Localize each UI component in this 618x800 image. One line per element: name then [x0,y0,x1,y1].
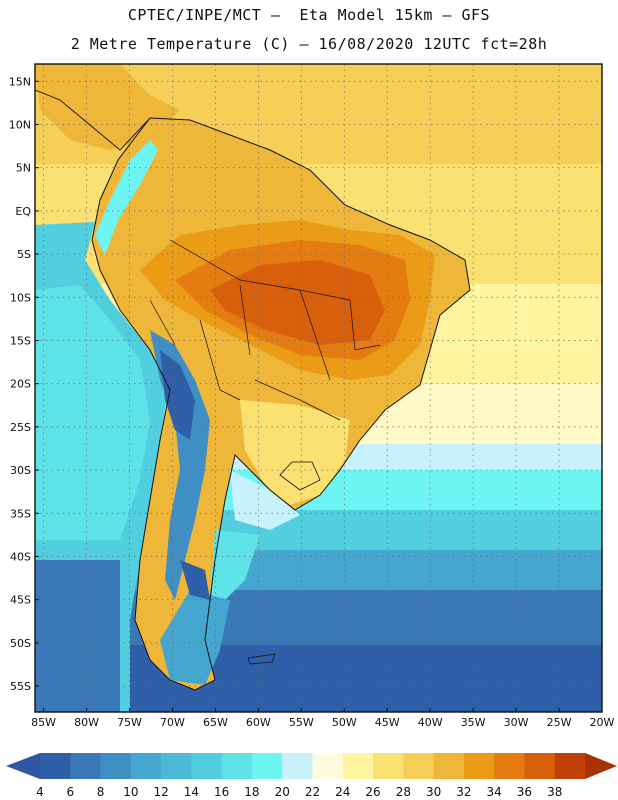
colorbar-swatch [554,753,586,779]
southern-brazil-region [240,400,350,505]
andes-patagonia [180,560,210,600]
lon-tick-label: 30W [504,716,529,729]
lon-tick-label: 35W [461,716,486,729]
longitude-labels: 85W 80W 75W 70W 65W 60W 55W 50W 45W 40W 35W 30W 25W 2… [31,708,615,729]
colorbar-level-label: 12 [153,785,168,799]
colorbar-level-label: 38 [547,785,562,799]
temperature-field [35,64,602,712]
lon-tick-label: 45W [375,716,400,729]
lat-tick-label: 35S [10,507,31,520]
chart-title-line2: 2 Metre Temperature (C) – 16/08/2020 12U… [70,35,548,53]
lat-tick-label: 55S [10,680,31,693]
falkland-islands [247,653,276,665]
colorbar-swatch [161,753,192,779]
colorbar-level-label: 10 [123,785,138,799]
colorbar-swatch [342,753,374,779]
colorbar-low-arrow [6,753,40,779]
colorbar-swatch [130,753,162,779]
colorbar-level-label: 32 [456,785,471,799]
colorbar-level-label: 14 [184,785,199,799]
lon-tick-label: 80W [74,716,99,729]
colorbar-level-label: 16 [214,785,229,799]
colorbar-level-label: 30 [426,785,441,799]
graticule [35,64,602,712]
lon-tick-label: 65W [203,716,228,729]
colorbar-swatch [40,753,71,779]
colorbar-level-label: 6 [66,785,74,799]
lat-tick-label: 25S [10,421,31,434]
lat-tick-label: 40S [10,550,31,563]
colorbar-level-label: 8 [97,785,105,799]
lat-tick-label: 15N [9,75,31,88]
andes-south-cold [150,330,210,600]
latitude-labels: 15N 10N 5N EQ 5S 10S 15S 20S 25S 30S 35S 40S 45S 50S 5… [9,75,39,693]
lon-tick-label: 50W [332,716,357,729]
lat-tick-label: 30S [10,464,31,477]
patagonia-north [210,530,260,600]
pampas-cool-region [230,470,300,530]
colorbar-swatch [463,753,495,779]
lon-tick-label: 40W [418,716,443,729]
colorbar-level-label: 20 [275,785,290,799]
colorbar-swatch [433,753,465,779]
chart-title-line1: CPTEC/INPE/MCT – Eta Model 15km – GFS [127,6,491,24]
colorbar-high-arrow [585,753,617,779]
colorbar-swatch [373,753,404,779]
colorbar-swatch [251,753,283,779]
andes-north-cold [95,140,158,255]
colorbar-swatch [282,753,313,779]
colorbar-level-label: 18 [244,785,259,799]
lat-tick-label: 50S [10,637,31,650]
lon-tick-label: 20W [590,716,615,729]
colorbar-swatch [70,753,102,779]
map-frame [34,63,603,713]
colorbar-level-label: 26 [365,785,380,799]
colorbar-level-label: 34 [487,785,502,799]
lat-tick-label: 20S [10,378,31,391]
lat-tick-label: 5N [16,162,31,175]
lon-tick-label: 75W [117,716,142,729]
patagonia-south [160,590,230,685]
lon-tick-label: 85W [31,716,56,729]
lon-tick-label: 60W [246,716,271,729]
uruguay-border [279,461,321,491]
colorbar-level-label: 28 [396,785,411,799]
colorbar-swatch [312,753,344,779]
colorbar-swatch [494,753,525,779]
lon-tick-label: 25W [547,716,572,729]
lat-tick-label: EQ [15,205,31,218]
lat-tick-label: 10N [9,118,31,131]
lat-tick-label: 10S [10,291,31,304]
continent-coastline [91,117,471,691]
colorbar-level-label: 36 [517,785,532,799]
colorbar-swatch [191,753,223,779]
colorbar-level-label: 4 [36,785,44,799]
colorbar: 4 6 8 10 12 14 16 18 20 22 24 26 28 30 32 34 36 38 [6,753,617,799]
colorbar-swatch [403,753,435,779]
colorbar-level-label: 24 [335,785,350,799]
andes-altiplano [160,350,195,440]
colorbar-swatch [100,753,132,779]
pacific-cool-water [35,285,150,540]
pacific-south-water [35,560,120,712]
colorbar-swatch [524,753,556,779]
central-america-coast [35,89,151,151]
lon-tick-label: 70W [160,716,185,729]
lat-tick-label: 45S [10,594,31,607]
lon-tick-label: 55W [289,716,314,729]
amazon-hottest-region [210,260,385,345]
colorbar-level-label: 22 [305,785,320,799]
lat-tick-label: 5S [17,248,31,261]
colorbar-swatch [221,753,253,779]
lat-tick-label: 15S [10,334,31,347]
country-borders [149,239,381,421]
